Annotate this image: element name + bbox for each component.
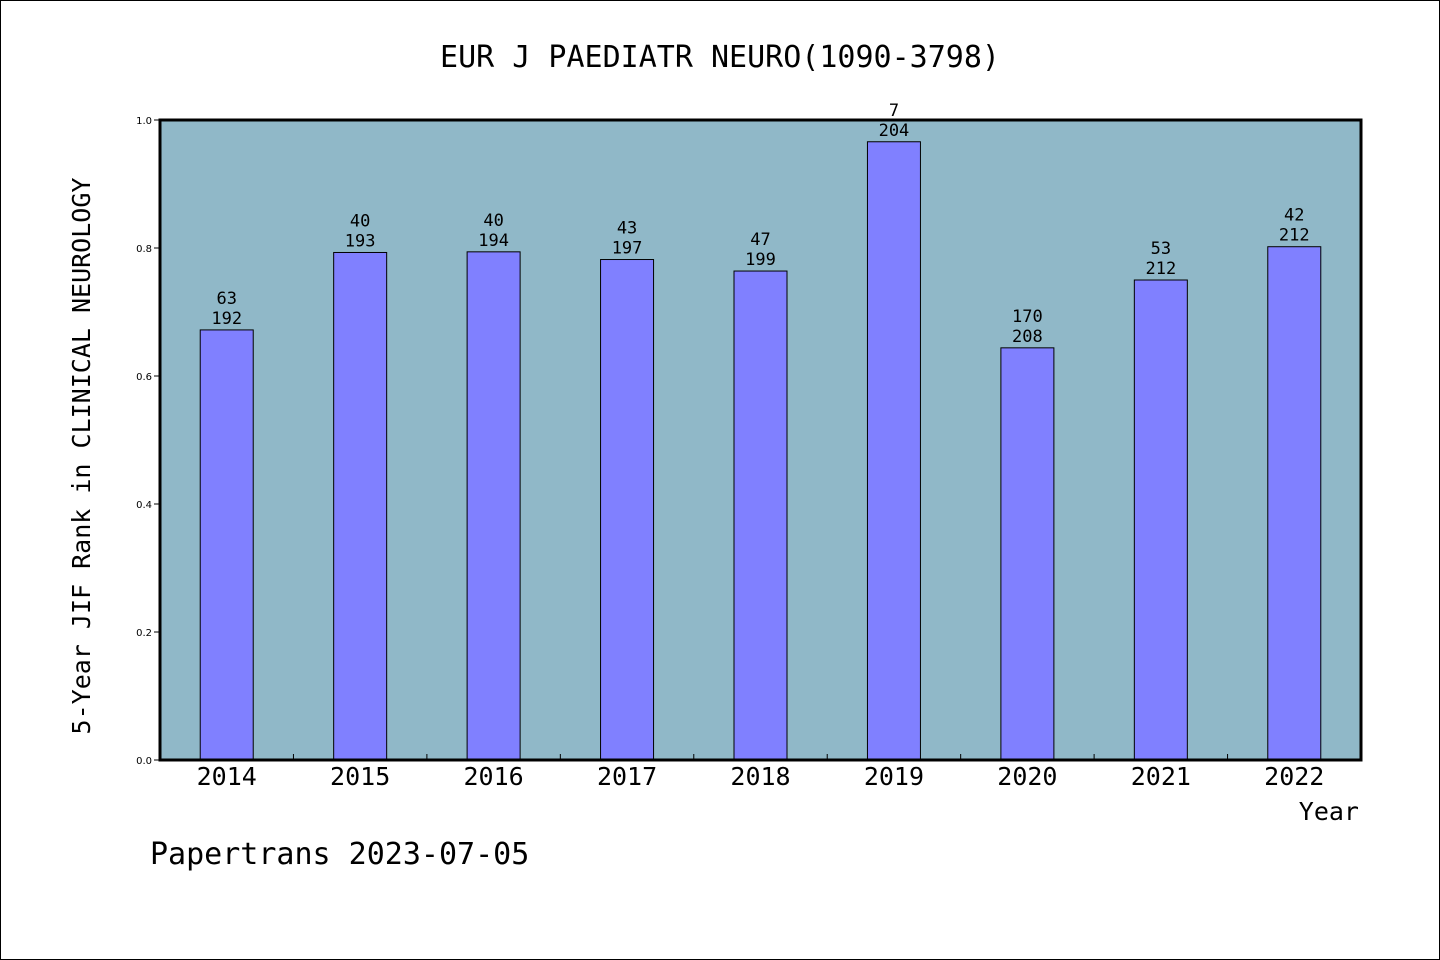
- bar-total-label: 192: [211, 309, 242, 329]
- bar-2022: [1267, 246, 1322, 761]
- x-tick-label: 2019: [864, 762, 924, 791]
- x-tick-label: 2014: [197, 762, 257, 791]
- watermark: Papertrans 2023-07-05: [150, 837, 529, 872]
- y-axis-label: 5-Year JIF Rank in CLINICAL NEUROLOGY: [67, 178, 96, 735]
- bar-total-label: 212: [1279, 226, 1310, 246]
- y-tick-label: 0.8: [136, 244, 152, 255]
- bar-2021: [1133, 279, 1188, 761]
- y-tick-label: 0.0: [136, 756, 152, 767]
- y-axis: 0.0 0.2 0.4 0.6 0.8 1.0: [136, 116, 160, 767]
- x-axis: 2014 2015 2016 2017 2018 2019 2020 2021 2022: [197, 754, 1324, 791]
- y-tick-label: 1.0: [136, 116, 152, 127]
- x-tick-label: 2021: [1131, 762, 1191, 791]
- bar-rank-label: 40: [350, 211, 370, 231]
- bar-2016: [466, 251, 521, 761]
- bar-rank-label: 42: [1284, 206, 1304, 226]
- x-tick-label: 2022: [1264, 762, 1324, 791]
- x-tick-label: 2020: [997, 762, 1057, 791]
- x-tick-label: 2017: [597, 762, 657, 791]
- bar-rank-label: 43: [617, 219, 637, 239]
- bar-total-label: 199: [745, 250, 776, 270]
- bar-rank-label: 63: [216, 289, 236, 309]
- bar-2017: [600, 259, 655, 761]
- x-tick-label: 2016: [464, 762, 524, 791]
- y-tick-label: 0.2: [136, 628, 152, 639]
- bar-2019: [866, 141, 921, 761]
- bar-2018: [733, 270, 788, 761]
- bar-2020: [1000, 347, 1055, 761]
- bar-rank-label: 170: [1012, 307, 1043, 327]
- bar-rank-label: 47: [750, 230, 770, 250]
- bar-total-label: 204: [879, 121, 910, 141]
- bar-2014: [199, 329, 254, 761]
- x-tick-label: 2018: [730, 762, 790, 791]
- bar-rank-label: 40: [483, 211, 503, 231]
- x-tick-label: 2015: [330, 762, 390, 791]
- y-tick-label: 0.6: [136, 372, 152, 383]
- bar-total-label: 194: [478, 231, 509, 251]
- bar-total-label: 197: [612, 239, 643, 259]
- x-axis-label: Year: [1299, 797, 1359, 826]
- bar-rank-label: 53: [1151, 239, 1171, 259]
- bar-rank-label: 7: [889, 101, 899, 121]
- bar-total-label: 193: [345, 231, 376, 251]
- bar-2015: [333, 251, 388, 761]
- bar-total-label: 212: [1145, 259, 1176, 279]
- chart-title: EUR J PAEDIATR NEURO(1090-3798): [440, 40, 1000, 75]
- plot-border: [158, 118, 1363, 762]
- y-tick-label: 0.4: [136, 500, 152, 511]
- bar-total-label: 208: [1012, 327, 1043, 347]
